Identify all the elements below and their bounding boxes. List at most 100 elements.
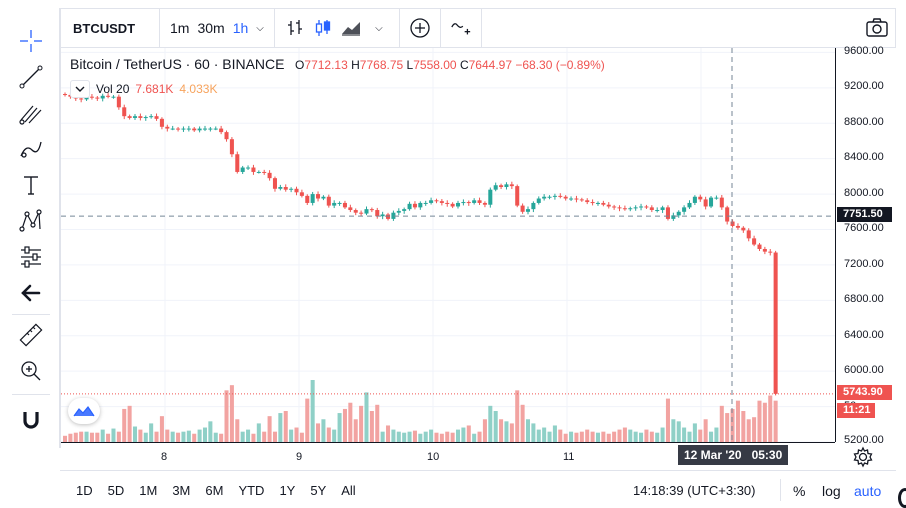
candle-body — [423, 202, 428, 204]
range-1d[interactable]: 1D — [76, 483, 93, 498]
chart-settings-gear-icon[interactable] — [852, 446, 874, 473]
time-tick: 11 — [563, 451, 575, 463]
volume-bar — [391, 429, 396, 442]
volume-value: 7.681K — [135, 82, 174, 96]
volume-bar — [488, 405, 493, 442]
time-axis[interactable]: 8 9 10 11 12 Mar '20 05:30 — [61, 442, 835, 468]
interval-1m[interactable]: 1m — [170, 20, 190, 36]
candle-body — [655, 210, 660, 212]
candle-body — [768, 251, 773, 253]
volume-bar — [106, 433, 111, 442]
indicators-icon[interactable] — [450, 17, 472, 39]
price-axis[interactable]: 9600.00 9200.00 8800.00 8400.00 8000.00 … — [835, 45, 896, 446]
price-tick: 6800.00 — [844, 293, 884, 305]
crosshair-price-label: 7751.50 — [837, 207, 892, 222]
range-6m[interactable]: 6M — [205, 483, 224, 498]
auto-scale-toggle[interactable]: auto — [854, 483, 882, 499]
brush-tool-icon[interactable] — [16, 134, 46, 164]
tradingview-logo-icon[interactable] — [68, 398, 100, 424]
trend-line-tool-icon[interactable] — [16, 62, 46, 92]
volume-bar — [176, 432, 181, 442]
candle-body — [294, 188, 299, 193]
percent-scale-toggle[interactable]: % — [793, 483, 806, 499]
range-1m[interactable]: 1M — [139, 483, 158, 498]
candle-body — [665, 207, 670, 219]
volume-bar — [595, 432, 600, 442]
measure-prediction-icon[interactable] — [16, 242, 46, 272]
volume-bar — [181, 431, 186, 442]
pattern-tool-icon[interactable] — [16, 206, 46, 236]
volume-bar — [229, 385, 234, 442]
range-5y[interactable]: 5Y — [310, 483, 327, 498]
interval-dropdown-chevron-icon[interactable]: ⌵ — [256, 22, 264, 34]
volume-bar — [386, 425, 391, 442]
candle-body — [477, 200, 482, 203]
zoom-in-icon[interactable] — [16, 356, 46, 386]
candle-body — [439, 201, 444, 203]
candle-body — [606, 204, 611, 207]
candle-body — [181, 128, 186, 130]
range-1y[interactable]: 1Y — [279, 483, 296, 498]
candle-body — [159, 118, 164, 127]
volume-bar — [649, 431, 654, 442]
drawing-toolbar — [8, 8, 54, 448]
interval-30m[interactable]: 30m — [197, 20, 225, 36]
candle-body — [709, 197, 714, 207]
volume-bar — [412, 430, 417, 442]
candle-body — [278, 187, 283, 189]
indicators-group — [441, 9, 482, 47]
candle-body — [321, 196, 326, 199]
candle-body — [515, 186, 520, 206]
bars-style-icon[interactable] — [284, 17, 306, 39]
timezone-clock[interactable]: 14:18:39 (UTC+3:30) — [633, 483, 756, 498]
range-all[interactable]: All — [341, 483, 356, 498]
candle-body — [391, 212, 396, 219]
back-arrow-icon[interactable] — [16, 278, 46, 308]
crosshair-tool-icon[interactable] — [16, 26, 46, 56]
interval-selector: 1m 30m 1h ⌵ — [160, 9, 275, 47]
volume-bar — [461, 427, 466, 442]
candle-body — [240, 167, 245, 172]
area-style-icon[interactable] — [340, 17, 362, 39]
interval-1h[interactable]: 1h — [232, 20, 249, 36]
candle-body — [531, 202, 536, 210]
candle-body — [386, 214, 391, 219]
range-5d[interactable]: 5D — [107, 483, 125, 498]
candle-body — [111, 96, 116, 98]
fib-tool-icon[interactable] — [16, 98, 46, 128]
volume-bar — [628, 429, 633, 442]
volume-label: Vol 20 — [96, 82, 130, 96]
symbol-search-button[interactable]: BTCUSDT — [60, 9, 160, 47]
candle-body — [316, 194, 321, 199]
candle-body — [703, 199, 708, 207]
compare-add-icon[interactable] — [409, 17, 431, 39]
chart-type-chevron-icon[interactable]: ⌵ — [375, 22, 383, 34]
chart-pane[interactable] — [61, 48, 835, 442]
ruler-icon[interactable] — [16, 320, 46, 350]
range-ytd[interactable]: YTD — [238, 483, 265, 498]
collapse-chevron-icon[interactable] — [70, 80, 90, 98]
volume-bar — [84, 431, 89, 442]
text-tool-icon[interactable] — [16, 170, 46, 200]
log-scale-toggle[interactable]: log — [822, 483, 841, 499]
candle-body — [305, 195, 310, 203]
volume-bar — [256, 423, 261, 442]
price-tick: 8400.00 — [844, 151, 884, 163]
candle-body — [369, 209, 374, 211]
snapshot-camera-icon[interactable] — [865, 17, 889, 44]
volume-bar — [116, 431, 121, 442]
range-3m[interactable]: 3M — [172, 483, 191, 498]
candle-body — [380, 214, 385, 217]
volume-bar — [353, 419, 358, 442]
candle-body — [488, 189, 493, 205]
volume-bar — [714, 427, 719, 442]
legend-close: 7644.97 — [468, 58, 513, 72]
bar-countdown-label: 11:21 — [837, 403, 875, 418]
candle-body — [714, 197, 719, 199]
price-tick: 8000.00 — [844, 187, 884, 199]
volume-bar — [536, 429, 541, 442]
price-chart[interactable] — [61, 48, 835, 442]
candles-style-icon[interactable] — [312, 17, 334, 39]
magnet-icon[interactable] — [16, 404, 46, 434]
candle-body — [525, 209, 531, 212]
